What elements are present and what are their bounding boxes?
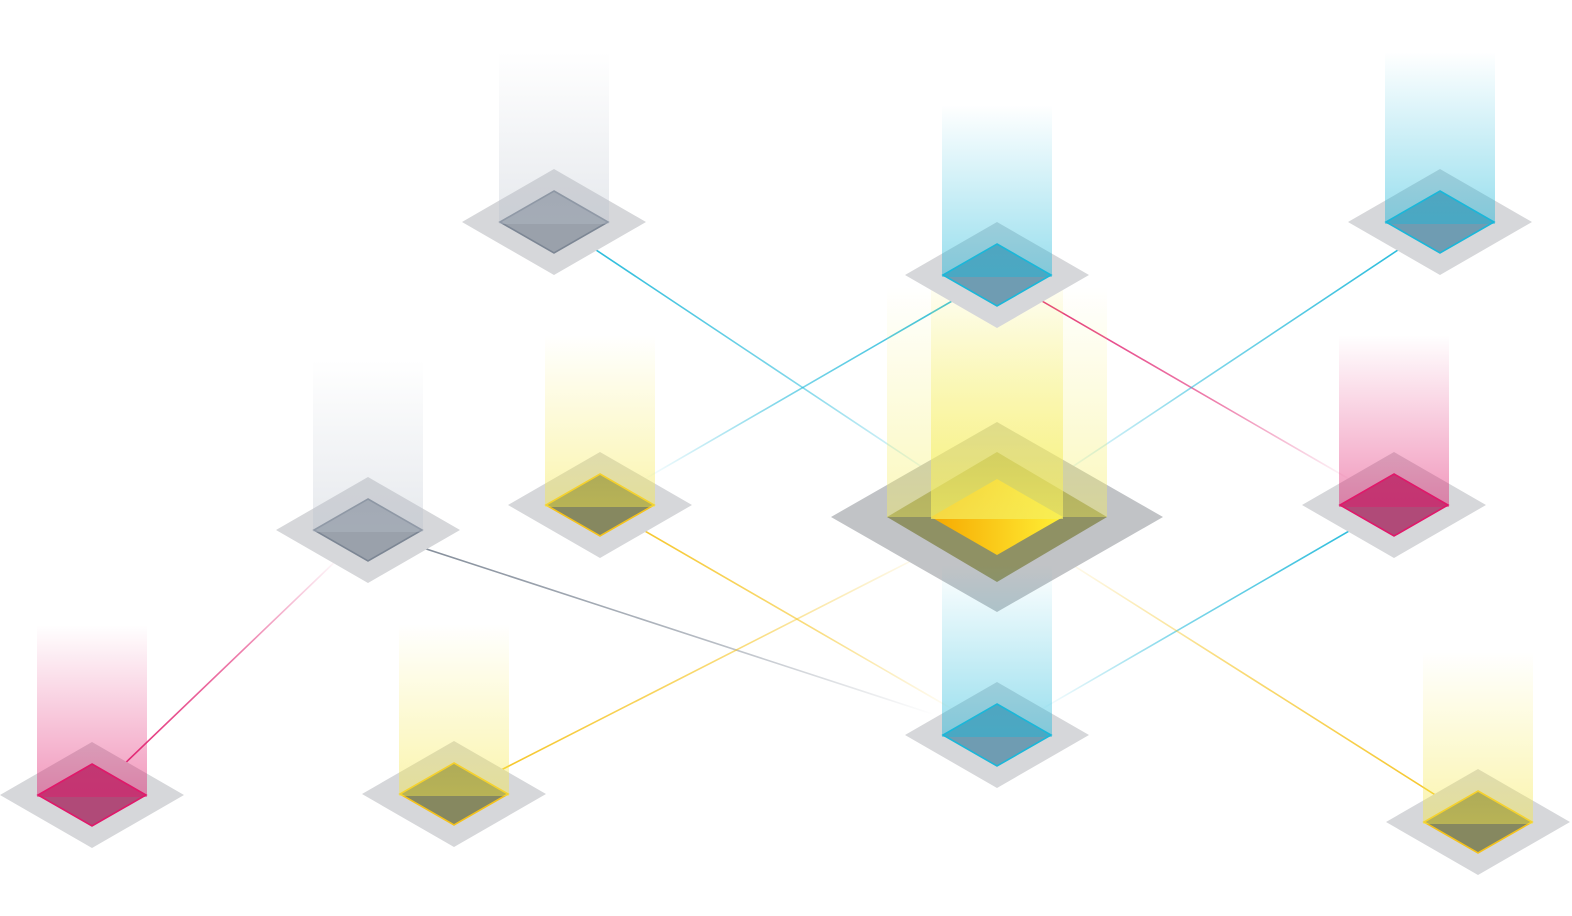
node-glow	[499, 52, 609, 224]
nodes-layer	[0, 52, 1570, 875]
node-n-top-center	[905, 105, 1089, 328]
node-glow	[942, 565, 1052, 737]
link-n-mid-center-left-to-n-bottom-center	[599, 504, 998, 736]
node-glow	[37, 625, 147, 797]
node-n-top-left	[462, 52, 646, 275]
node-glow	[545, 335, 655, 507]
link-n-bottom-right-to-hub	[996, 516, 1479, 823]
node-glow	[1423, 652, 1533, 824]
node-n-bottom-right	[1386, 652, 1570, 875]
node-glow	[313, 360, 423, 532]
node-n-mid-right	[1302, 335, 1486, 558]
node-n-mid-center-left	[508, 335, 692, 558]
node-n-bottom-far-left	[0, 625, 184, 848]
node-glow	[1385, 52, 1495, 224]
node-glow	[942, 105, 1052, 277]
link-n-mid-right-to-n-bottom-center	[996, 504, 1395, 736]
node-glow	[1339, 335, 1449, 507]
node-n-top-right	[1348, 52, 1532, 275]
node-glow	[399, 624, 509, 796]
link-n-bottom-left-to-hub	[453, 516, 998, 795]
node-n-mid-left	[276, 360, 460, 583]
node-n-bottom-center	[905, 565, 1089, 788]
link-n-mid-left-to-n-bottom-center	[367, 529, 998, 736]
node-n-bottom-left	[362, 624, 546, 847]
